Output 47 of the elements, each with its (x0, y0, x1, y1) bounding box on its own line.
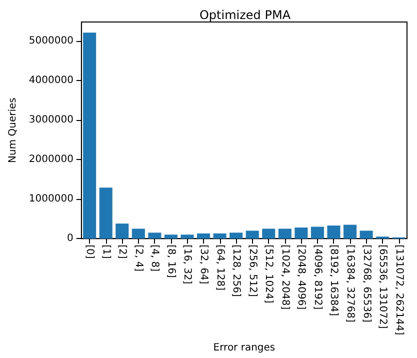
bar (116, 224, 129, 239)
x-tick-label: [65536, 131072] (377, 244, 388, 329)
x-tick-label: [256, 512] (246, 244, 258, 298)
x-tick-label: [8, 16] (165, 244, 176, 278)
y-tick-label: 2000000 (28, 154, 74, 166)
x-tick-label: [8192, 16384] (328, 244, 340, 316)
bar (180, 234, 194, 239)
y-tick-label: 5000000 (28, 35, 74, 46)
bar (294, 228, 308, 239)
y-axis-title: Num Queries (8, 98, 18, 163)
y-tick-label: 1000000 (28, 194, 74, 205)
bar (99, 188, 112, 239)
bar (83, 32, 96, 239)
x-tick-label: [0] (84, 244, 96, 259)
x-tick-label: [1] (100, 244, 112, 259)
x-tick-label: [16, 32] (182, 244, 193, 284)
y-tick-label: 3000000 (28, 114, 74, 126)
x-tick-label: [4096, 8192] (312, 244, 323, 310)
x-tick-label: [128, 256] (230, 244, 242, 298)
x-tick-label: [2048, 4096] (296, 244, 307, 310)
bar (310, 226, 324, 239)
bar (230, 232, 243, 239)
bar (262, 228, 276, 239)
y-tick-label: 0 (67, 233, 74, 244)
x-tick-label: [131072, 262144] (393, 244, 404, 336)
x-tick-label: [4, 8] (149, 244, 160, 272)
x-tick-label: [2] (116, 244, 128, 259)
bar (197, 233, 210, 239)
y-tick-label: 4000000 (28, 74, 74, 86)
x-tick-label: [64, 128] (214, 244, 226, 291)
x-tick-label: [1024, 2048] (279, 244, 290, 310)
bar (213, 233, 226, 239)
x-tick-label: [512, 1024] (263, 244, 274, 304)
bar (360, 230, 373, 239)
bar (132, 228, 145, 239)
x-tick-label: [32768, 65536] (360, 244, 372, 322)
bar (278, 228, 292, 239)
bar (246, 230, 259, 239)
chart-title: Optimized PMA (199, 8, 292, 22)
x-tick-label: [16384, 32768] (344, 244, 356, 322)
bar (327, 226, 340, 239)
x-tick-label: [2, 4] (132, 244, 144, 272)
bar (148, 232, 162, 239)
bar (344, 224, 357, 239)
x-axis-title: Error ranges (213, 342, 276, 354)
x-tick-label: [32, 64] (198, 244, 210, 284)
bar (164, 234, 178, 239)
